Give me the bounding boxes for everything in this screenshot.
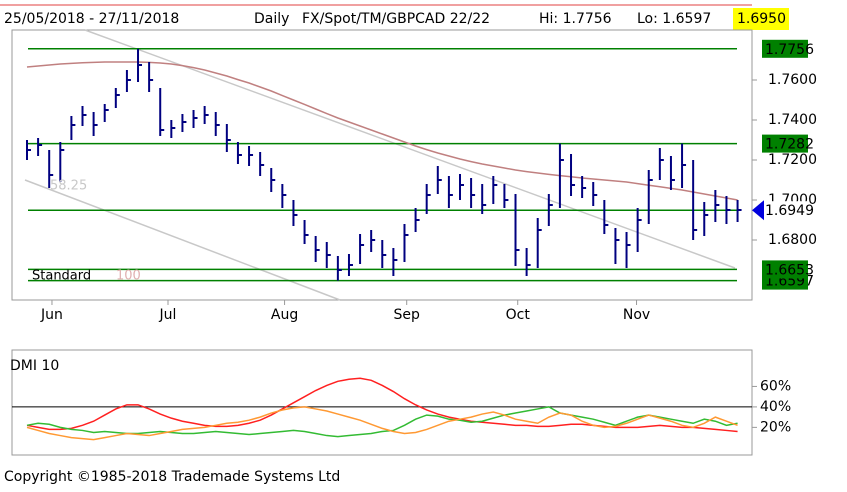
header-last: 1.6950 xyxy=(737,11,786,27)
level-label: 1.7282 xyxy=(765,137,814,153)
level-label: 1.6653 xyxy=(765,262,814,278)
level-label-box xyxy=(762,260,808,279)
x-tick-label: Jun xyxy=(40,307,63,323)
x-tick-label: Sep xyxy=(394,307,421,323)
y-tick-label: 60% xyxy=(760,378,791,394)
dmi-line xyxy=(26,406,738,441)
x-tick-label: Nov xyxy=(623,307,650,323)
panel-title: DMI 10 xyxy=(10,358,59,374)
x-tick-label: Jul xyxy=(159,307,177,323)
y-tick-label: 1.7400 xyxy=(768,112,817,128)
level-label-box xyxy=(762,39,808,58)
price-panel xyxy=(11,29,753,301)
header-period: Daily xyxy=(254,11,289,27)
y-tick-label: 40% xyxy=(760,399,791,415)
annotation: 58.25 xyxy=(50,179,87,194)
y-tick-label: 1.7600 xyxy=(768,72,817,88)
dmi-panel xyxy=(11,349,753,456)
footer: Copyright ©1985-2018 Trademade Systems L… xyxy=(4,469,340,485)
y-tick-label: 20% xyxy=(760,419,791,435)
dmi-line xyxy=(26,377,738,433)
level-label: 1.6949 xyxy=(765,203,814,219)
y-tick-label: 1.7200 xyxy=(768,152,817,168)
header-range: 25/05/2018 - 27/11/2018 xyxy=(4,11,179,27)
last-highlight xyxy=(733,8,789,30)
dmi-line xyxy=(26,406,738,438)
last-arrow xyxy=(752,200,764,221)
x-tick-label: Aug xyxy=(271,307,298,323)
level-label: 1.7756 xyxy=(765,42,814,58)
x-tick-label: Oct xyxy=(506,307,531,323)
header-hi: Hi: 1.7756 xyxy=(539,11,612,27)
channel-upper xyxy=(84,29,736,269)
annotation: Standard xyxy=(32,269,91,284)
level-label-box xyxy=(762,201,808,220)
annotation: 100 xyxy=(116,269,141,284)
y-tick-label: 1.6800 xyxy=(768,232,817,248)
level-label-box xyxy=(762,134,808,153)
header-lo: Lo: 1.6597 xyxy=(637,11,711,27)
moving-average xyxy=(26,61,738,201)
header-symbol: FX/Spot/TM/GBPCAD 22/22 xyxy=(302,11,490,27)
